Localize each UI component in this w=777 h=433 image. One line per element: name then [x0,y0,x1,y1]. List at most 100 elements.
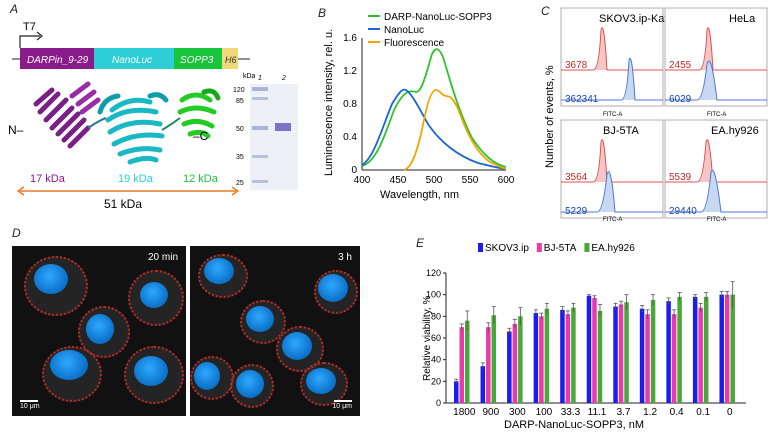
viability-ylabel: Relative viability, % [422,295,433,381]
bar [586,295,592,403]
curve-fluorescence [403,89,507,171]
bar [507,331,512,403]
construct-darpin [20,48,94,69]
flow-xlabel-1: FITC-A [603,112,622,118]
legend-swatch [536,243,542,252]
x-tick-label: 1.2 [643,407,657,418]
nucleus [204,258,234,284]
nucleus [140,282,168,308]
construct-map: DARPin_9-29 NanoLuc SOPP3 H6 [20,48,238,69]
bar [730,294,735,403]
flow-xlabel-4: FITC-A [707,217,726,222]
legend-label: SKOV3.ip [485,243,529,254]
bar [618,304,624,403]
panel-letter-c: C [541,4,550,18]
construct-nanoluc-label: NanoLuc [112,55,152,66]
nucleus [282,332,312,360]
x-tick-label: 1800 [453,407,476,418]
bar [560,309,565,403]
bar [454,381,459,403]
nucleus [246,306,274,332]
spectra-legend: DARP-NanoLuc-SOPP3 NanoLuc Fluorescence [368,12,492,49]
bar [724,294,730,403]
x-tick-label: 0.4 [670,407,684,418]
time-label-3h: 3 h [338,252,352,263]
scale-bar-left [20,400,38,402]
spectra-xlabel: Wavelength, nm [380,189,459,201]
bar [666,301,671,403]
nucleus [34,264,68,294]
bar [613,306,618,403]
x-tick-label: 900 [482,407,499,418]
construct-sopp3-label: SOPP3 [180,55,214,66]
viability-bars [454,281,735,403]
flow-xlabel-2: FITC-A [707,112,726,118]
gel-marker-120: 120 [233,87,245,94]
x-tick-label: 0.1 [696,407,710,418]
gel-lane-2: 2 [281,75,286,82]
legend-label: EA.hy926 [591,243,635,254]
nucleus [306,368,336,394]
y-tick-label: 80 [431,311,441,321]
time-label-20min: 20 min [147,252,178,263]
construct-darpin-label: DARPin_9-29 [27,55,89,66]
x-tick-label: 3.7 [617,407,631,418]
construct-his-label: H6 [225,55,237,65]
flow-title-skov3: SKOV3.ip-Kat [599,13,667,25]
x-tick-label: 100 [536,407,553,418]
bar [645,314,650,403]
ytick-0.8: 0.8 [343,99,357,110]
bar [624,302,629,403]
ytick-0: 0 [351,165,357,176]
panel-a: T7 DARPin_9-29 NanoLuc SOPP3 H6 N– –C 17… [8,21,298,211]
legend-label: BJ-5TA [544,243,577,254]
bar [639,308,645,403]
viability-xlabel: DARP-NanoLuc-SOPP3, nM [504,419,644,431]
nucleus [134,356,168,386]
bar [544,308,550,403]
xtick-450: 450 [390,175,407,186]
y-tick-label: 0 [436,398,441,408]
panel-letter-d: D [12,226,21,240]
flow-red-hela: 2455 [669,60,692,71]
spectra-ylabel: Luminescence intensity, rel. u. [323,29,335,176]
bar [703,296,709,403]
bar [698,307,703,403]
flow-red-bj5ta: 3564 [565,172,588,183]
gel-marker-50: 50 [236,126,244,133]
legend-fluorescence: Fluorescence [384,38,444,49]
xtick-500: 500 [426,175,443,186]
x-tick-label: 33.3 [561,407,581,418]
nucleus [318,274,348,302]
viability-legend: SKOV3.ip BJ-5TA EA.hy926 [478,243,635,254]
bar [459,327,464,403]
flow-blue-skov3: 362341 [565,94,599,105]
flow-blue-eahy926: 29440 [669,206,697,217]
flow-xlabel-3: FITC-A [603,217,622,222]
xtick-400: 400 [354,175,371,186]
y-tick-label: 20 [431,376,441,386]
scale-label-right: 10 μm [332,403,352,410]
bar [539,316,544,403]
flow-title-bj5ta: BJ-5TA [603,125,640,137]
bar [692,296,698,403]
bar [480,366,486,403]
panel-letter-a: A [10,2,19,16]
segment-sizes: 17 kDa 19 kDa 12 kDa 51 kDa [16,173,240,211]
flow-blue-hela: 6029 [669,94,692,105]
gel-marker-85: 85 [236,98,244,105]
construct-nanoluc [94,48,174,69]
segment-darpin-size: 17 kDa [30,173,66,185]
x-tick-label: 0 [727,407,733,418]
bar [571,307,576,403]
y-tick-label: 40 [431,355,441,365]
xtick-600: 600 [498,175,515,186]
gel-kda-label: kDa [243,73,256,80]
promoter-arrow: T7 [19,21,43,48]
micrograph-3h: 3 h 10 μm [190,246,360,416]
bar [597,310,603,403]
bar [465,320,470,403]
bar [677,296,682,403]
protein-structure: N– –C [8,81,221,165]
x-tick-label: 11.1 [588,407,607,418]
